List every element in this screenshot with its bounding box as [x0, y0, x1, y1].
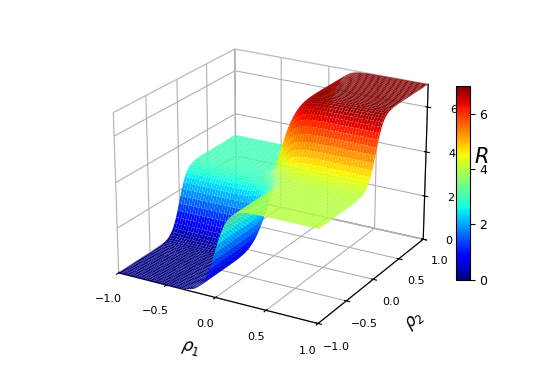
Y-axis label: $\rho_2$: $\rho_2$ — [402, 309, 427, 334]
X-axis label: $\rho_1$: $\rho_1$ — [179, 337, 202, 359]
